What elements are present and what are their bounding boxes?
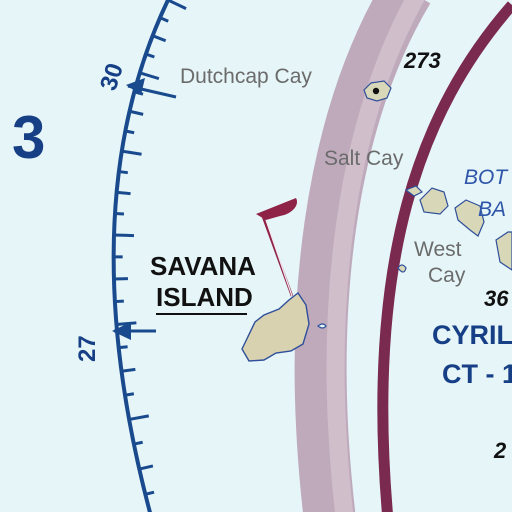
compass-tick xyxy=(145,52,155,59)
compass-tick xyxy=(167,0,187,10)
compass-label-27: 27 xyxy=(74,335,101,362)
compass-tick xyxy=(113,233,135,238)
compass-tick xyxy=(116,321,137,326)
compass-arrow-top xyxy=(126,78,177,99)
compass-tick xyxy=(144,490,155,496)
vor-identifier: CT - 1 xyxy=(442,359,512,389)
airspace-band-inner-shade xyxy=(326,0,425,512)
label-bvi-partial-line2: BA xyxy=(478,198,506,221)
label-dutchcap-cay: Dutchcap Cay xyxy=(180,65,312,88)
compass-tick xyxy=(139,71,160,81)
label-salt-cay: Salt Cay xyxy=(324,147,404,170)
compass-tick xyxy=(125,129,135,135)
bvi-island-2 xyxy=(454,199,485,237)
bvi-island-3 xyxy=(495,231,512,271)
sector-number: 3 xyxy=(12,104,45,171)
compass-tick xyxy=(133,440,143,446)
compass-tick xyxy=(118,345,128,350)
west-cay-land xyxy=(397,264,407,273)
label-savana-line2: ISLAND xyxy=(156,282,253,312)
compass-tick xyxy=(124,392,135,397)
elevation-bottom-right: 2 xyxy=(493,438,507,463)
elevation-dutchcap: 273 xyxy=(403,48,441,73)
label-west-cay-line2: Cay xyxy=(428,264,466,287)
compass-tick xyxy=(116,190,131,196)
vor-name: CYRIL xyxy=(432,320,512,350)
compass-tick xyxy=(129,109,144,116)
label-savana-line1: SAVANA xyxy=(150,251,256,281)
compass-tick xyxy=(128,414,150,421)
savana-island-land xyxy=(241,291,310,362)
airspace-boundary-ring xyxy=(377,1,512,512)
label-bvi-partial-line1: BOT xyxy=(464,166,509,189)
compass-arrow-bottom xyxy=(112,322,156,340)
flag-icon xyxy=(256,198,298,220)
airspace-band xyxy=(294,0,431,512)
elevation-right-edge: 36 xyxy=(484,286,509,311)
compass-tick xyxy=(121,149,142,156)
savana-islet xyxy=(317,323,327,329)
label-west-cay-line1: West xyxy=(414,238,462,261)
compass-tick xyxy=(159,16,169,23)
flag-pole-outline xyxy=(265,219,293,297)
compass-tick xyxy=(121,367,136,373)
compass-tick xyxy=(152,34,167,43)
salt-cay-land xyxy=(404,185,424,197)
dutchcap-elevation-dot xyxy=(372,87,380,95)
bvi-island-1 xyxy=(419,187,449,215)
compass-tick xyxy=(114,212,125,216)
compass-tick xyxy=(138,464,154,471)
compass-tick xyxy=(118,170,128,175)
